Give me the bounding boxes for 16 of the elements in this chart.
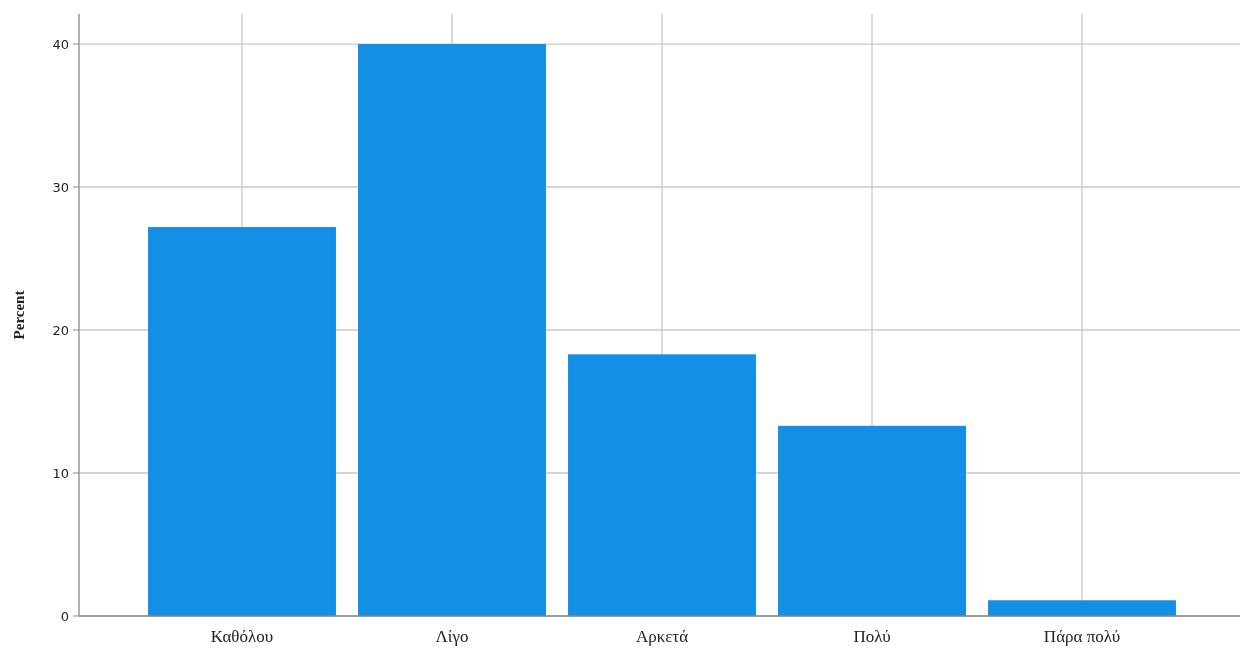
x-tick-label: Λίγο xyxy=(435,627,469,646)
y-tick-label: 20 xyxy=(52,322,69,338)
bar xyxy=(778,425,966,616)
y-tick-label: 30 xyxy=(52,179,69,195)
bar xyxy=(148,227,336,616)
bar xyxy=(358,44,546,616)
y-axis-title: Percent xyxy=(11,290,27,340)
x-tick-label: Πολύ xyxy=(853,627,891,646)
y-tick-label: 0 xyxy=(60,608,69,624)
y-tick-label: 10 xyxy=(52,465,69,481)
x-tick-label: Αρκετά xyxy=(635,627,689,646)
x-tick-label: Καθόλου xyxy=(210,627,274,646)
x-tick-label: Πάρα πολύ xyxy=(1043,627,1121,646)
y-tick-label: 40 xyxy=(52,36,69,52)
bar xyxy=(988,600,1176,616)
bar xyxy=(568,354,756,616)
